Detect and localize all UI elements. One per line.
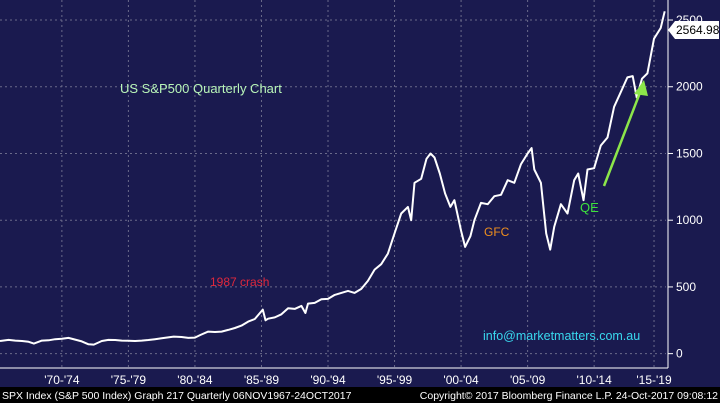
x-tick-label-2: '80-'84 [177,373,213,387]
x-tick-label-7: '05-'09 [510,373,546,387]
y-tick-label-1: 500 [676,280,696,294]
last-value-label: 2564.98 [676,23,720,37]
qe-arrow [602,80,648,187]
y-tick-label-0: 0 [676,347,683,361]
x-tick-label-1: '75-'79 [111,373,147,387]
x-tick-label-5: '95-'99 [377,373,413,387]
y-tick-label-2: 1000 [676,213,703,227]
x-tick-label-0: '70-'74 [44,373,80,387]
series-line-spx [0,11,666,346]
x-tick-label-4: '90-'94 [310,373,346,387]
x-axis: '70-'74 '75-'79 '80-'84 '85-'89 '90-'94 '95-'… [44,373,672,387]
annotation-qe: QE [580,200,599,215]
annotation-1987-crash: 1987 crash [210,275,269,289]
grid [0,0,666,367]
footer-bar [0,387,720,403]
y-tick-label-4: 2000 [676,80,703,94]
x-tick-label-9: '15-'19 [636,373,672,387]
footer-left: SPX Index (S&P 500 Index) Graph 217 Quar… [2,390,352,402]
watermark-email: info@marketmatters.com.au [483,329,640,343]
x-tick-label-3: '85-'89 [244,373,280,387]
axis-lines [0,0,669,369]
y-tick-label-3: 1500 [676,146,703,160]
last-value-badge: 2564.98 [668,21,720,39]
x-tick-label-8: '10-'14 [577,373,613,387]
footer-right: Copyright© 2017 Bloomberg Finance L.P. 2… [420,390,718,402]
chart-title: US S&P500 Quarterly Chart [120,81,282,96]
x-tick-label-6: '00-'04 [443,373,479,387]
annotation-gfc: GFC [484,225,510,239]
